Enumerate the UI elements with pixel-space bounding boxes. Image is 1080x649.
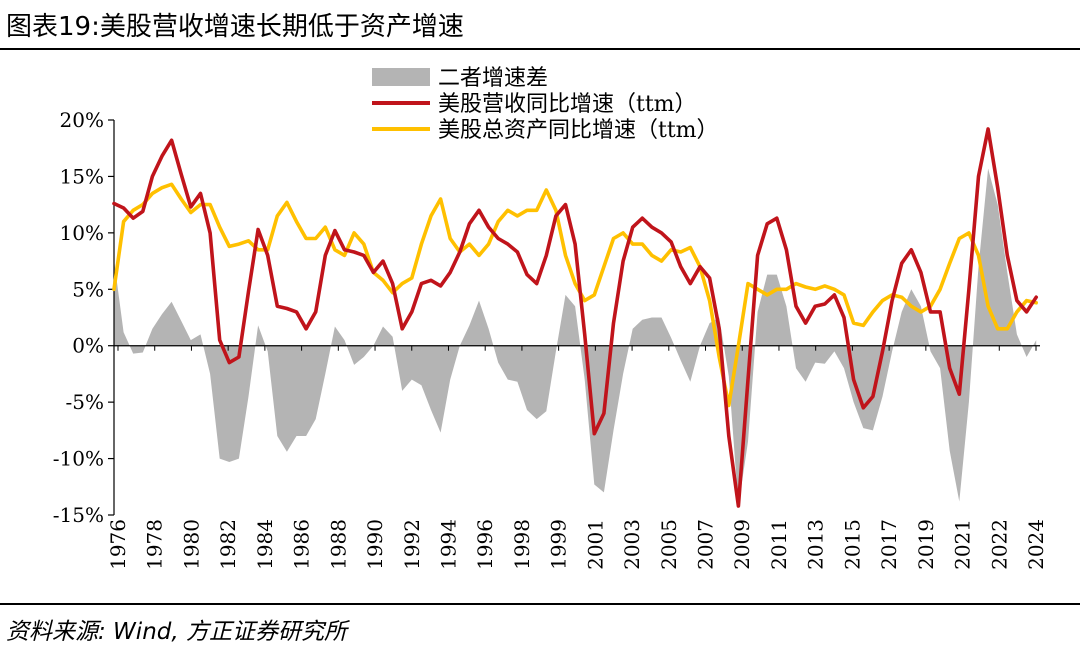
x-tick-label: 1992 (400, 519, 424, 570)
y-tick-label: 5% (72, 277, 104, 301)
x-tick-label: 2024 (1024, 519, 1048, 570)
x-tick-label: 1990 (363, 519, 387, 570)
x-tick-label: 2005 (657, 519, 681, 570)
bottom-rule (0, 603, 1080, 605)
difference-area-layer (114, 168, 1037, 506)
x-tick-label: 2003 (620, 519, 644, 570)
x-tick-label: 1982 (216, 519, 240, 570)
x-tick-label: 2011 (767, 519, 791, 570)
y-tick-label: -10% (53, 447, 104, 471)
y-tick-label: -15% (53, 503, 104, 527)
difference-area (114, 168, 1037, 506)
y-tick-label: 0% (72, 334, 104, 358)
y-tick-label: 10% (60, 221, 104, 245)
x-tick-label: 2001 (583, 519, 607, 570)
legend-swatch-area (372, 68, 430, 86)
x-tick-label: 1994 (436, 519, 460, 570)
x-tick-label: 2017 (877, 519, 901, 570)
legend-label: 二者增速差 (438, 66, 548, 91)
top-rule (0, 48, 1080, 50)
legend-label: 美股总资产同比增速（ttm） (438, 118, 719, 143)
source-note: 资料来源: Wind, 方正证券研究所 (6, 619, 347, 645)
x-tick-label: 1999 (547, 519, 571, 570)
x-tick-label: 2009 (730, 519, 754, 570)
y-ticks: 20% 15% 10% 5% 0% -5% -10% -15% (53, 108, 114, 527)
x-tick-label: 2013 (804, 519, 828, 570)
x-tick-label: 1996 (473, 519, 497, 570)
x-ticks: 1976 1978 1980 1982 1984 1986 1988 1990 1992 1994… (106, 345, 1048, 570)
x-tick-label: 2022 (987, 519, 1011, 570)
revenue-growth-line (112, 127, 1038, 508)
x-tick-label: 1984 (253, 519, 277, 570)
y-tick-label: 20% (60, 108, 104, 132)
x-tick-label: 2015 (840, 519, 864, 570)
chart: 20% 15% 10% 5% 0% -5% -10% -15% 1976 1978 1980 198… (53, 66, 1048, 570)
x-tick-label: 2007 (694, 519, 718, 570)
legend-label: 美股营收同比增速（ttm） (438, 92, 697, 117)
x-tick-label: 1978 (143, 519, 167, 570)
assets-growth-line (112, 182, 1038, 408)
x-tick-label: 1998 (510, 519, 534, 570)
x-tick-label: 1986 (290, 519, 314, 570)
x-tick-label: 2019 (914, 519, 938, 570)
x-tick-label: 1980 (179, 519, 203, 570)
x-tick-label: 1988 (326, 519, 350, 570)
y-tick-label: 15% (60, 164, 104, 188)
x-tick-label: 2021 (951, 519, 975, 570)
chart-title: 图表19:美股营收增速长期低于资产增速 (6, 12, 464, 42)
x-tick-label: 1976 (106, 519, 130, 570)
y-tick-label: -5% (66, 390, 105, 414)
